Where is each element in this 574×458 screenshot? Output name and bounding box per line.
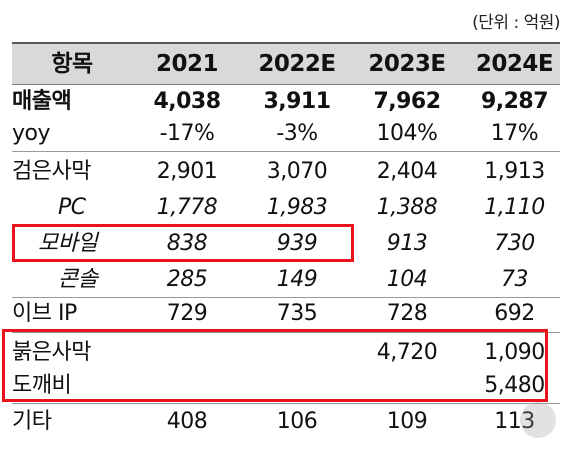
header-item: 항목 — [51, 51, 93, 77]
row-divider — [12, 297, 560, 298]
cell-value: 728 — [386, 301, 428, 326]
cell-value: 1,110 — [484, 195, 545, 220]
header-2022e: 2022E — [258, 51, 336, 77]
cell-value: 113 — [494, 409, 535, 434]
row-label: PC — [58, 195, 86, 220]
row-label: 붉은사막 — [12, 340, 91, 365]
cell-value: 17% — [490, 121, 539, 146]
cell-value: 5,480 — [484, 373, 545, 398]
cell-value: 1,913 — [484, 159, 545, 184]
table-row: 검은사막 2,901 3,070 2,404 1,913 — [12, 154, 560, 189]
highlight-box-mobile — [12, 224, 354, 262]
cell-value: 106 — [276, 409, 318, 434]
row-label: 이브 IP — [12, 301, 77, 326]
cell-value: 3,911 — [263, 89, 331, 114]
highlight-box-new-titles — [2, 329, 548, 402]
cell-value: 1,778 — [156, 195, 218, 220]
table-row: 매출액 4,038 3,911 7,962 9,287 — [12, 84, 560, 119]
cell-value: 7,962 — [373, 89, 441, 114]
row-label: 매출액 — [12, 89, 72, 114]
cell-value: 73 — [501, 267, 529, 292]
row-label: 도깨비 — [12, 373, 72, 398]
cell-value: 2,404 — [376, 159, 438, 184]
cell-value: 1,388 — [376, 195, 438, 220]
row-divider — [12, 332, 560, 333]
cell-value: 408 — [166, 409, 208, 434]
cell-value: 913 — [386, 231, 428, 256]
table-row: 도깨비 5,480 — [12, 368, 560, 403]
cell-value: -3% — [276, 121, 318, 146]
table-row: 기타 408 106 109 113 — [12, 404, 560, 439]
cell-value: 104 — [386, 267, 428, 292]
row-divider — [12, 151, 560, 152]
cell-value: 729 — [166, 301, 208, 326]
table-row: 모바일 838 939 913 730 — [12, 226, 560, 261]
row-label: yoy — [12, 121, 51, 146]
unit-label: (단위 : 억원) — [472, 13, 560, 33]
cell-value: 838 — [166, 231, 208, 256]
table-header: 항목 2021 2022E 2023E 2024E — [12, 42, 560, 85]
cell-value: 1,983 — [266, 195, 328, 220]
cell-value: 4,720 — [376, 340, 438, 365]
table-row: PC 1,778 1,983 1,388 1,110 — [12, 190, 560, 225]
cell-value: 9,287 — [480, 89, 549, 114]
cell-value: 730 — [494, 231, 535, 256]
row-divider — [12, 403, 560, 404]
header-2021: 2021 — [155, 51, 219, 77]
cell-value: 109 — [386, 409, 428, 434]
table-row: 이브 IP 729 735 728 692 — [12, 296, 560, 331]
table-row: yoy -17% -3% 104% 17% — [12, 116, 560, 151]
cell-value: 1,090 — [484, 340, 545, 365]
row-label: 모바일 — [38, 231, 98, 256]
table-row: 붉은사막 4,720 1,090 — [12, 335, 560, 370]
header-2023e: 2023E — [368, 51, 446, 77]
cell-value: 2,901 — [156, 159, 218, 184]
cell-value: 692 — [494, 301, 535, 326]
cell-value: 149 — [276, 267, 318, 292]
cell-value: -17% — [159, 121, 215, 146]
row-label: 기타 — [12, 409, 52, 434]
watermark-icon — [520, 402, 556, 438]
cell-value: 735 — [276, 301, 318, 326]
cell-value: 4,038 — [153, 89, 221, 114]
table-row: 콘솔 285 149 104 73 — [12, 262, 560, 297]
cell-value: 3,070 — [266, 159, 328, 184]
row-label: 검은사막 — [12, 159, 91, 184]
cell-value: 285 — [166, 267, 208, 292]
cell-value: 104% — [376, 121, 438, 146]
cell-value: 939 — [276, 231, 318, 256]
row-label: 콘솔 — [58, 267, 98, 292]
header-2024e: 2024E — [475, 51, 554, 77]
